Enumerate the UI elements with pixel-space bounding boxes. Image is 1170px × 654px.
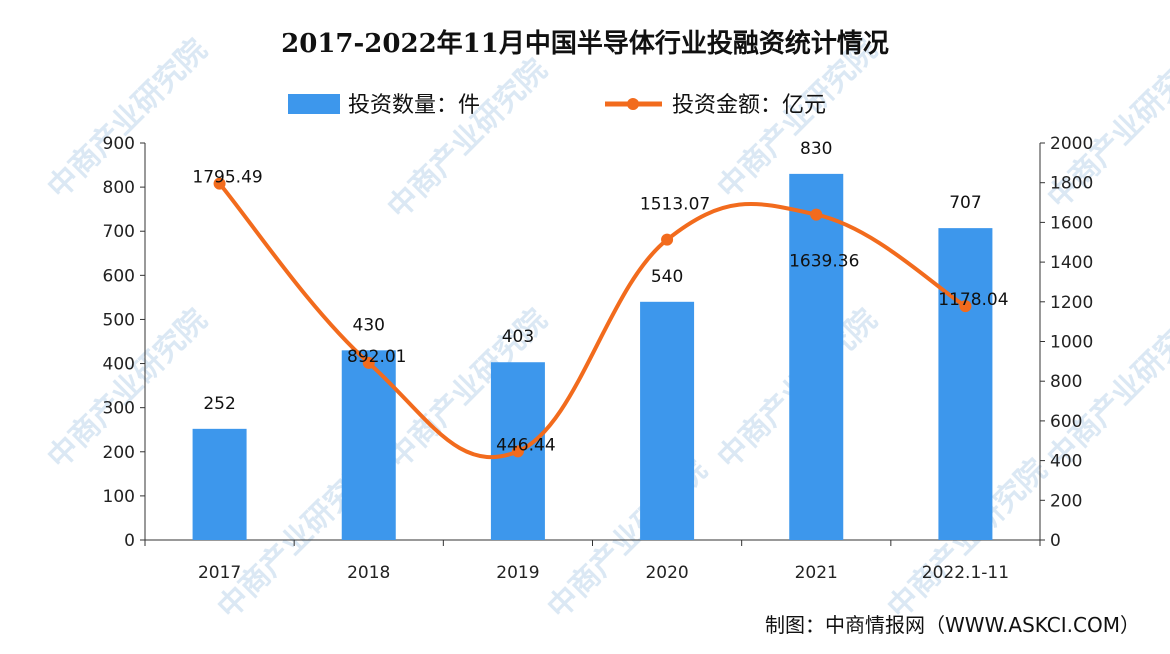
line-data-label: 1795.49 xyxy=(192,168,262,188)
left-tick-label: 400 xyxy=(103,355,135,375)
amount-line xyxy=(218,182,967,459)
right-tick-label: 200 xyxy=(1050,491,1082,511)
line-data-label: 1639.36 xyxy=(789,252,859,272)
line-data-label: 892.01 xyxy=(347,347,406,367)
bar-data-label: 403 xyxy=(502,327,534,347)
right-tick-label: 400 xyxy=(1050,452,1082,472)
right-tick-label: 1800 xyxy=(1050,174,1093,194)
line-data-label: 1178.04 xyxy=(938,290,1008,310)
bar-data-label: 830 xyxy=(800,139,832,159)
line-point xyxy=(362,356,375,369)
x-tick-label: 2020 xyxy=(645,563,688,583)
source-note: 制图：中商情报网（WWW.ASKCI.COM） xyxy=(765,613,1140,637)
right-tick-label: 600 xyxy=(1050,412,1082,432)
x-tick-label: 2019 xyxy=(496,563,539,583)
left-tick-label: 600 xyxy=(103,266,135,286)
x-tick-label: 2018 xyxy=(347,563,390,583)
right-tick-label: 1000 xyxy=(1050,333,1093,353)
line-data-label: 446.44 xyxy=(496,435,555,455)
x-tick-label: 2022.1-11 xyxy=(922,563,1009,583)
left-tick-label: 700 xyxy=(103,222,135,242)
left-tick-label: 500 xyxy=(103,310,135,330)
left-tick-label: 900 xyxy=(103,134,135,154)
bar-data-label: 707 xyxy=(949,193,981,213)
left-tick-label: 800 xyxy=(103,178,135,198)
x-tick-label: 2021 xyxy=(795,563,838,583)
line-point xyxy=(810,208,823,221)
right-tick-label: 1600 xyxy=(1050,213,1093,233)
line-point xyxy=(661,233,674,246)
bar xyxy=(938,228,993,540)
right-tick-label: 2000 xyxy=(1050,134,1093,154)
watermark-text: 中商产业研究院 xyxy=(381,52,554,225)
legend-bar-label: 投资数量：件 xyxy=(348,93,480,118)
bar xyxy=(192,428,247,540)
left-tick-label: 300 xyxy=(103,399,135,419)
bar-data-label: 540 xyxy=(651,267,683,287)
left-tick-label: 200 xyxy=(103,443,135,463)
right-tick-label: 800 xyxy=(1050,372,1082,392)
bar-data-label: 430 xyxy=(353,315,385,335)
bar xyxy=(640,301,695,540)
chart-title: 2017-2022年11月中国半导体行业投融资统计情况 xyxy=(281,28,889,59)
line-data-label: 1513.07 xyxy=(640,195,710,215)
right-tick-label: 0 xyxy=(1050,531,1061,551)
right-tick-label: 1400 xyxy=(1050,253,1093,273)
legend-bar-swatch xyxy=(288,94,340,114)
right-tick-label: 1200 xyxy=(1050,293,1093,313)
line-point xyxy=(213,177,226,190)
legend-line-marker xyxy=(627,98,639,110)
bar xyxy=(789,173,844,540)
line-point xyxy=(511,445,524,458)
x-tick-label: 2017 xyxy=(198,563,241,583)
left-tick-label: 100 xyxy=(103,487,135,507)
line-point xyxy=(959,300,972,313)
bar-data-label: 252 xyxy=(203,394,235,414)
legend-line-label: 投资金额：亿元 xyxy=(672,93,826,118)
left-tick-label: 0 xyxy=(124,531,135,551)
